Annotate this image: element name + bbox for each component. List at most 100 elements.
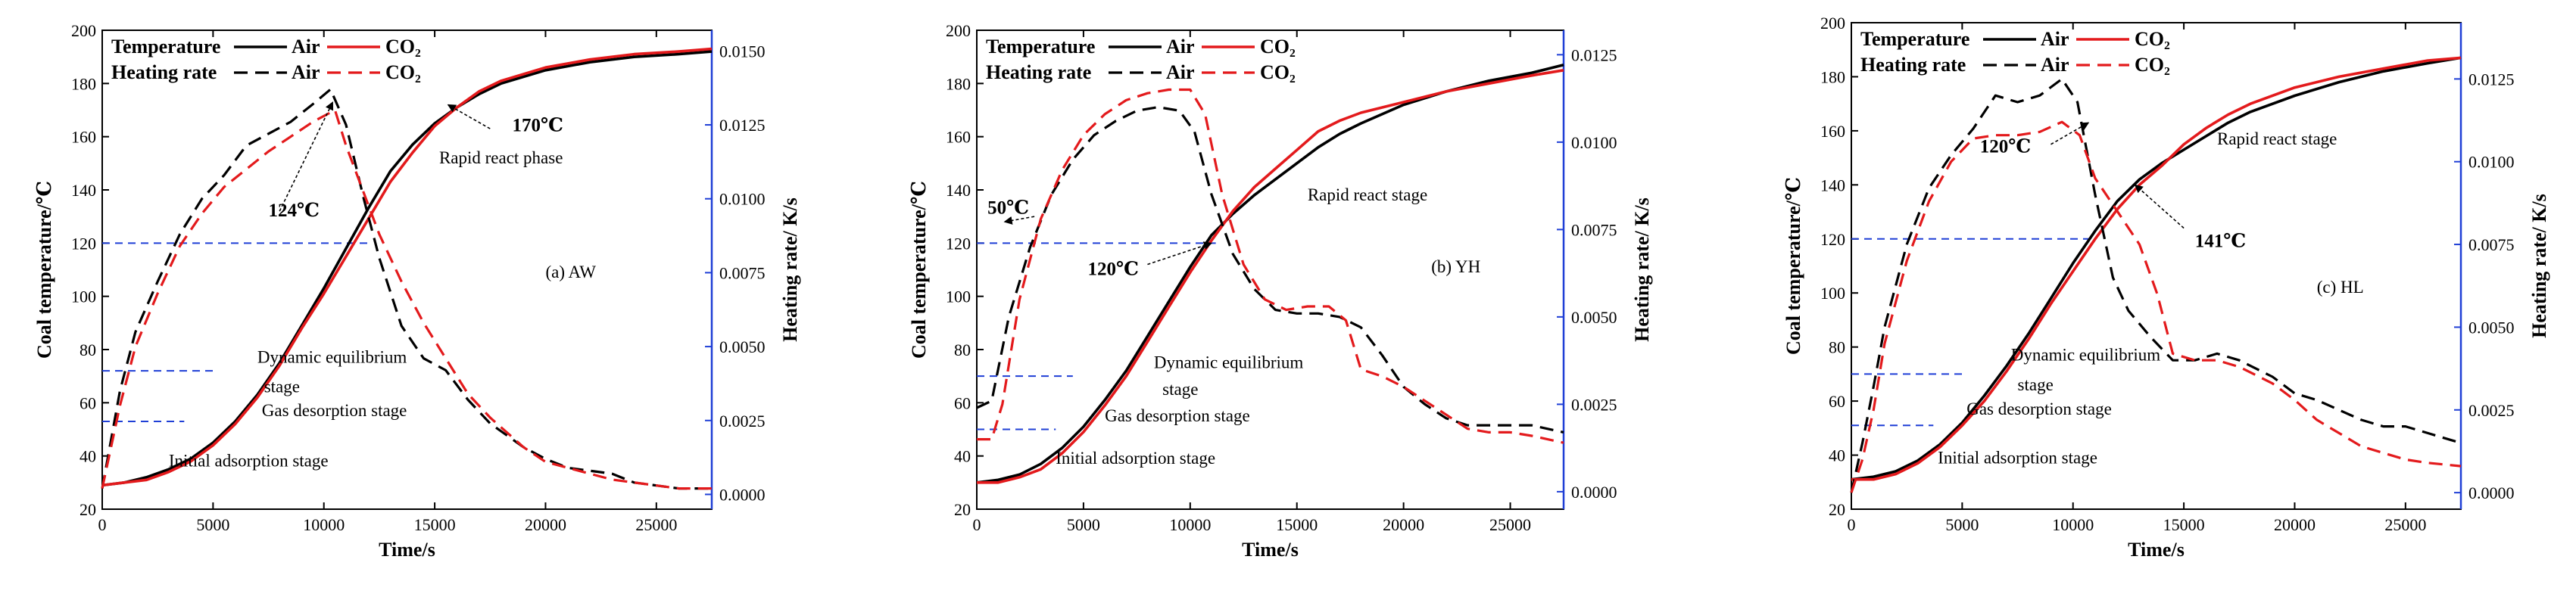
- y2-tick-label: 0.0000: [719, 485, 766, 504]
- legend-heating-rate-label: Heating rate: [111, 61, 217, 83]
- x-tick-label: 20000: [525, 515, 566, 534]
- x-axis-title: Time/s: [379, 539, 435, 561]
- y2-tick-label: 0.0100: [1571, 133, 1617, 152]
- legend-temp-air-label: Air: [292, 36, 320, 58]
- legend-rate-air-label: Air: [1166, 61, 1195, 83]
- y2-tick-label: 0.0075: [2468, 235, 2515, 254]
- y2-tick-label: 0.0000: [1571, 483, 1617, 502]
- annotation-text: 50℃: [987, 198, 1029, 219]
- y-tick-label: 40: [1829, 446, 1845, 465]
- series-line-temperature-co-: [977, 69, 1564, 484]
- y-tick-label: 40: [80, 447, 96, 466]
- series-line-heating-rate-co-: [101, 108, 712, 490]
- y2-axis-title: Heating rate/ K/s: [1631, 197, 1653, 342]
- annotation-text: Rapid react stage: [1308, 185, 1427, 204]
- legend-temp-co2-label: CO₂: [2135, 28, 2170, 50]
- x-tick-label: 10000: [2052, 515, 2094, 534]
- annotation-text: stage: [1162, 380, 1198, 399]
- annotation-text: Rapid react phase: [439, 148, 563, 167]
- x-tick-label: 10000: [1169, 515, 1211, 534]
- y2-tick-label: 0.0075: [1571, 220, 1617, 239]
- y-tick-label: 100: [71, 288, 96, 306]
- x-axis-title: Time/s: [2128, 539, 2185, 561]
- y2-axis-title: Heating rate/ K/s: [2528, 194, 2550, 338]
- legend-temp-co2-label: CO₂: [385, 36, 421, 58]
- y-tick-label: 180: [946, 74, 971, 93]
- y-axis-title: Coal temperature/℃: [1782, 177, 1804, 355]
- annotation-arrow: [2051, 122, 2090, 145]
- y-tick-label: 20: [1829, 500, 1845, 519]
- annotation-text: 170℃: [513, 116, 563, 136]
- series-line-temperature-co-: [1851, 56, 2462, 481]
- y-tick-label: 180: [71, 74, 96, 93]
- x-tick-label: 15000: [2163, 515, 2205, 534]
- y-tick-label: 60: [80, 393, 96, 412]
- y-tick-label: 120: [946, 234, 971, 253]
- y2-tick-label: 0.0125: [1571, 45, 1617, 64]
- x-tick-label: 5000: [1945, 515, 1979, 534]
- series-line-temperature-co-: [101, 47, 713, 487]
- y-tick-label: 120: [71, 234, 96, 253]
- annotation-text: Gas desorption stage: [1105, 406, 1250, 425]
- series-line-temperature-air: [1851, 56, 2462, 481]
- legend-temperature-label: Temperature: [111, 36, 220, 58]
- annotation-text: 141℃: [2195, 231, 2246, 251]
- annotation-text: Initial adsorption stage: [169, 452, 329, 471]
- series-line-heating-rate-air: [101, 88, 712, 490]
- legend-heating-rate-label: Heating rate: [986, 61, 1091, 83]
- y-tick-label: 40: [954, 447, 971, 466]
- y-tick-label: 100: [1820, 284, 1845, 303]
- annotation-text: Gas desorption stage: [262, 401, 407, 420]
- x-tick-label: 0: [98, 515, 107, 534]
- y-tick-label: 20: [80, 500, 96, 519]
- y-axis-title: Coal temperature/℃: [908, 181, 930, 359]
- annotation-text: Rapid react stage: [2217, 129, 2337, 148]
- annotation-text: Dynamic equilibrium: [1154, 353, 1303, 372]
- y-tick-label: 200: [1820, 14, 1845, 33]
- annotation-text: 120℃: [1088, 260, 1139, 280]
- y-tick-label: 60: [1829, 392, 1845, 411]
- y2-tick-label: 0.0050: [2468, 318, 2515, 337]
- y2-tick-label: 0.0000: [2468, 483, 2515, 502]
- y2-axis-title: Heating rate/ K/s: [779, 197, 801, 342]
- y-tick-label: 200: [946, 21, 971, 40]
- annotation-text: 124℃: [269, 200, 320, 221]
- y-tick-label: 140: [1820, 176, 1845, 194]
- y2-tick-label: 0.0100: [2468, 153, 2515, 172]
- series-line-temperature-air: [101, 50, 713, 487]
- legend-heating-rate-label: Heating rate: [1860, 54, 1966, 76]
- y-tick-label: 20: [954, 500, 971, 519]
- legend-temp-air-label: Air: [2041, 28, 2069, 50]
- series-line-heating-rate-air: [1850, 77, 2462, 493]
- annotation-text: stage: [264, 377, 300, 396]
- x-axis-title: Time/s: [1242, 539, 1299, 561]
- x-tick-label: 25000: [635, 515, 677, 534]
- x-tick-label: 15000: [1276, 515, 1318, 534]
- x-tick-label: 5000: [1067, 515, 1100, 534]
- y2-tick-label: 0.0025: [719, 412, 766, 430]
- annotation-text: 120℃: [1980, 136, 2031, 157]
- y-tick-label: 100: [946, 288, 971, 306]
- x-tick-label: 20000: [1383, 515, 1424, 534]
- x-tick-label: 5000: [196, 515, 229, 534]
- legend-temp-co2-label: CO₂: [1260, 36, 1296, 58]
- x-tick-label: 15000: [414, 515, 456, 534]
- x-tick-label: 25000: [1489, 515, 1531, 534]
- annotation-text: Dynamic equilibrium: [2011, 346, 2160, 365]
- x-tick-label: 10000: [303, 515, 345, 534]
- y2-tick-label: 0.0150: [719, 42, 766, 61]
- y-tick-label: 60: [954, 393, 971, 412]
- plot-frame: [1851, 22, 2462, 510]
- annotation-text: Dynamic equilibrium: [257, 348, 407, 367]
- y-axis-title: Coal temperature/℃: [33, 181, 55, 359]
- legend-rate-air-label: Air: [2041, 54, 2069, 76]
- y-tick-label: 180: [1820, 67, 1845, 86]
- y-tick-label: 160: [71, 128, 96, 147]
- annotation-arrow: [1147, 241, 1213, 266]
- y2-tick-label: 0.0025: [1571, 395, 1617, 414]
- y-tick-label: 200: [71, 21, 96, 40]
- y-tick-label: 160: [1820, 122, 1845, 141]
- legend-temperature-label: Temperature: [1860, 28, 1969, 50]
- chart-panel-1: 0 5000 10000 15000 20000 25000 20 40 60 80 100 120 1…: [33, 21, 801, 561]
- y-tick-label: 80: [1829, 338, 1845, 357]
